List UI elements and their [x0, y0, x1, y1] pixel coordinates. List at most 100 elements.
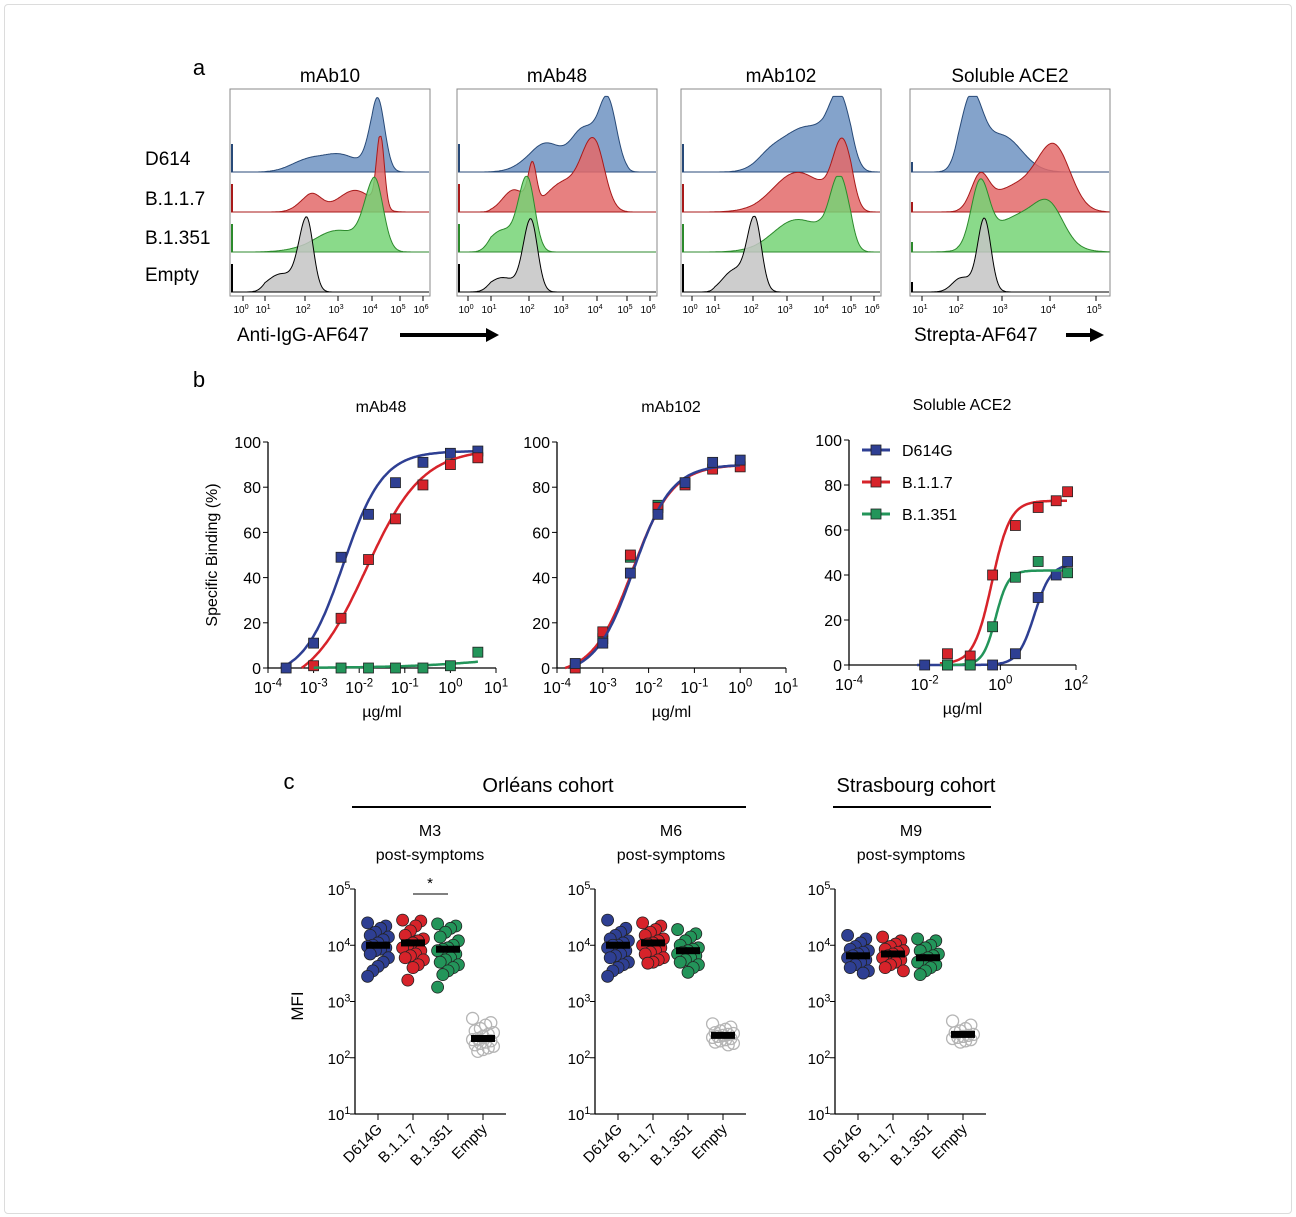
tick-exponent: 0: [746, 678, 752, 690]
y-axis-title-specific-binding: Specific Binding (%): [204, 483, 221, 626]
data-point: [444, 447, 456, 459]
x-tick-label: 104: [362, 302, 377, 316]
x-tick-label: 10-2: [911, 675, 939, 694]
x-tick-label: 10-4: [543, 678, 572, 697]
data-point: [465, 1011, 480, 1026]
tick-base: 10: [808, 882, 825, 899]
data-point: [401, 973, 415, 987]
tick-base: 10: [911, 677, 929, 694]
row-label: B.1.351: [145, 228, 211, 249]
histogram-empty: [911, 217, 1109, 293]
data-point: [964, 650, 976, 662]
fit-curve: [939, 499, 1067, 665]
y-tick-label: 20: [532, 616, 550, 633]
tick-base: 10: [682, 305, 694, 316]
x-tick-label: 10-1: [680, 678, 708, 697]
data-point: [705, 1017, 720, 1031]
data-point: [707, 456, 719, 468]
fit-curve: [280, 450, 478, 670]
tick-exponent: 4: [584, 936, 590, 948]
tick-exponent: 3: [344, 993, 350, 1005]
tick-base: 10: [864, 305, 876, 316]
data-point: [1050, 495, 1062, 507]
data-point: [987, 569, 999, 581]
data-point: [471, 1044, 485, 1058]
legend-label: B.1.351: [902, 507, 957, 524]
data-point: [945, 1014, 960, 1028]
mfi-plot: M9post-symptoms101102103104105D614GB.1.1…: [808, 823, 986, 1169]
tick-exponent: -1: [409, 678, 419, 690]
y-tick-label: 102: [568, 1049, 591, 1068]
tick-base: 10: [362, 305, 374, 316]
tick-exponent: 0: [1006, 675, 1012, 687]
tick-exponent: 5: [402, 302, 406, 311]
median-bar: [606, 941, 630, 949]
legend-marker: [870, 444, 882, 456]
data-point: [987, 659, 999, 671]
tick-exponent: 0: [456, 678, 462, 690]
tick-exponent: 2: [344, 1049, 350, 1061]
data-point: [942, 659, 953, 671]
x-tick-label: Empty: [929, 1120, 971, 1162]
tick-base: 10: [1086, 305, 1098, 316]
median-bar: [881, 950, 905, 958]
tick-exponent: 4: [344, 936, 350, 948]
mfi-plot: M6post-symptoms101102103104105D614GB.1.1…: [568, 823, 746, 1169]
x-tick-label: 103: [777, 302, 792, 316]
data-point: [472, 646, 484, 658]
tick-base: 10: [808, 995, 825, 1012]
histogram-frame: [680, 88, 882, 297]
tick-base: 10: [813, 305, 825, 316]
histogram-empty: [682, 215, 880, 293]
data-point: [878, 961, 892, 975]
data-point: [919, 659, 931, 671]
x-tick-label: 103: [992, 302, 1007, 316]
tick-base: 10: [988, 677, 1006, 694]
y-tick-label: 100: [523, 435, 550, 452]
data-point: [363, 662, 374, 674]
median-bar: [436, 945, 460, 953]
tick-exponent: 5: [1098, 302, 1102, 311]
data-point: [1009, 648, 1021, 660]
data-point: [390, 477, 401, 489]
data-point: [1032, 556, 1044, 567]
y-tick-label: 0: [541, 661, 550, 678]
data-point: [396, 913, 410, 927]
median-bar: [471, 1034, 495, 1042]
x-tick-label: 102: [948, 302, 963, 316]
tick-exponent: 3: [824, 993, 830, 1005]
tick-base: 10: [568, 938, 585, 955]
data-point: [569, 658, 581, 669]
y-tick-label: 40: [824, 568, 842, 585]
row-label: Empty: [145, 265, 199, 286]
data-point: [876, 930, 889, 944]
tick-exponent: 1: [267, 302, 271, 311]
tick-base: 10: [328, 938, 345, 955]
plot-title: Soluble ACE2: [913, 397, 1012, 414]
data-point: [363, 554, 374, 565]
tick-exponent: 3: [789, 302, 793, 311]
histogram-empty: [231, 216, 429, 293]
data-point: [390, 662, 401, 674]
y-tick-label: 103: [808, 993, 831, 1012]
data-point: [652, 508, 664, 520]
median-bar: [676, 947, 700, 955]
x-tick-label: Empty: [449, 1120, 491, 1162]
tick-base: 10: [589, 680, 607, 697]
data-point: [1009, 571, 1021, 583]
tick-exponent: 3: [1004, 302, 1008, 311]
tick-exponent: -1: [698, 678, 708, 690]
y-tick-label: 101: [808, 1105, 831, 1124]
tick-base: 10: [835, 677, 853, 694]
tick-exponent: 1: [717, 302, 721, 311]
median-bar: [916, 954, 940, 962]
tick-base: 10: [481, 305, 493, 316]
median-bar: [366, 941, 390, 949]
tick-base: 10: [328, 1107, 345, 1124]
y-tick-label: 80: [824, 478, 842, 495]
tick-exponent: 5: [629, 302, 633, 311]
y-tick-label: 100: [815, 433, 842, 450]
tick-base: 10: [519, 305, 531, 316]
mfi-plot: M3post-symptoms101102103104105D614GB.1.1…: [328, 823, 506, 1169]
